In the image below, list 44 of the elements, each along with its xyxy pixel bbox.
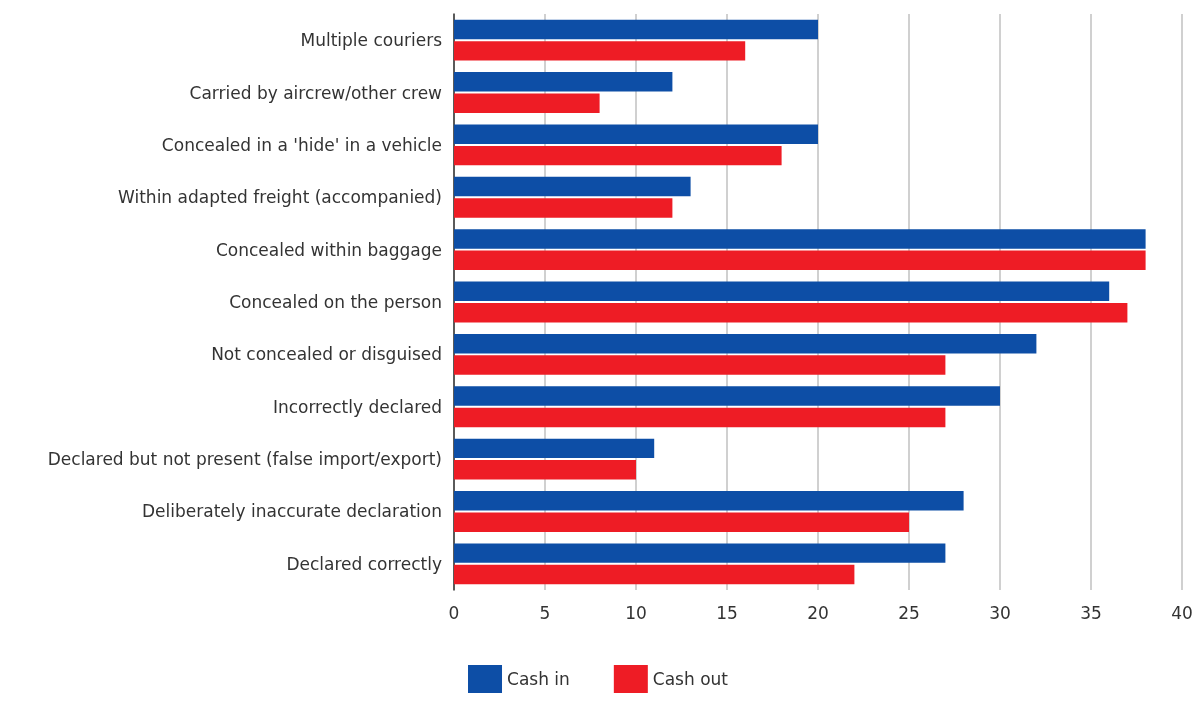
bar [454, 355, 946, 375]
x-tick-label: 15 [716, 602, 738, 623]
bar [454, 229, 1146, 249]
y-tick-label: Concealed in a 'hide' in a vehicle [161, 134, 442, 155]
x-tick-label: 0 [448, 602, 460, 623]
x-tick-label: 35 [1080, 602, 1102, 623]
bar [454, 460, 636, 480]
bar [454, 543, 946, 563]
x-tick-label: 5 [539, 602, 551, 623]
x-tick-label: 10 [625, 602, 647, 623]
legend-label: Cash out [652, 669, 729, 689]
bar [454, 93, 600, 113]
y-tick-label: Multiple couriers [300, 30, 443, 51]
y-tick-label: Declared correctly [286, 553, 442, 574]
bar [454, 250, 1146, 271]
y-tick-label: Deliberately inaccurate declaration [142, 501, 442, 522]
x-tick-label: 30 [989, 602, 1011, 623]
y-tick-label: Not concealed or disguised [211, 344, 442, 365]
y-tick-label: Within adapted freight (accompanied) [118, 187, 442, 208]
x-tick-label: 25 [898, 602, 920, 623]
bar [454, 72, 673, 92]
bar [454, 19, 818, 40]
y-tick-label: Concealed on the person [229, 292, 442, 312]
legend-label: Cash in [507, 669, 570, 689]
bar [454, 333, 1037, 354]
y-tick-label: Declared but not present (false import/export) [47, 449, 442, 470]
bar [454, 198, 673, 218]
bar [454, 281, 1110, 302]
bar [454, 491, 964, 511]
bar [454, 407, 946, 428]
y-tick-label: Incorrectly declared [272, 396, 442, 417]
y-tick-label: Concealed within baggage [215, 239, 442, 260]
bar [454, 512, 909, 532]
bar [454, 145, 782, 166]
x-tick-label: 40 [1171, 602, 1193, 623]
x-tick-label: 20 [807, 602, 829, 623]
bar [454, 564, 855, 585]
bar [454, 124, 818, 144]
bar [454, 176, 691, 197]
bar [454, 302, 1128, 323]
bar [454, 41, 746, 61]
y-tick-label: Carried by aircrew/other crew [189, 82, 443, 103]
bar [454, 386, 1000, 406]
bar [454, 438, 655, 459]
